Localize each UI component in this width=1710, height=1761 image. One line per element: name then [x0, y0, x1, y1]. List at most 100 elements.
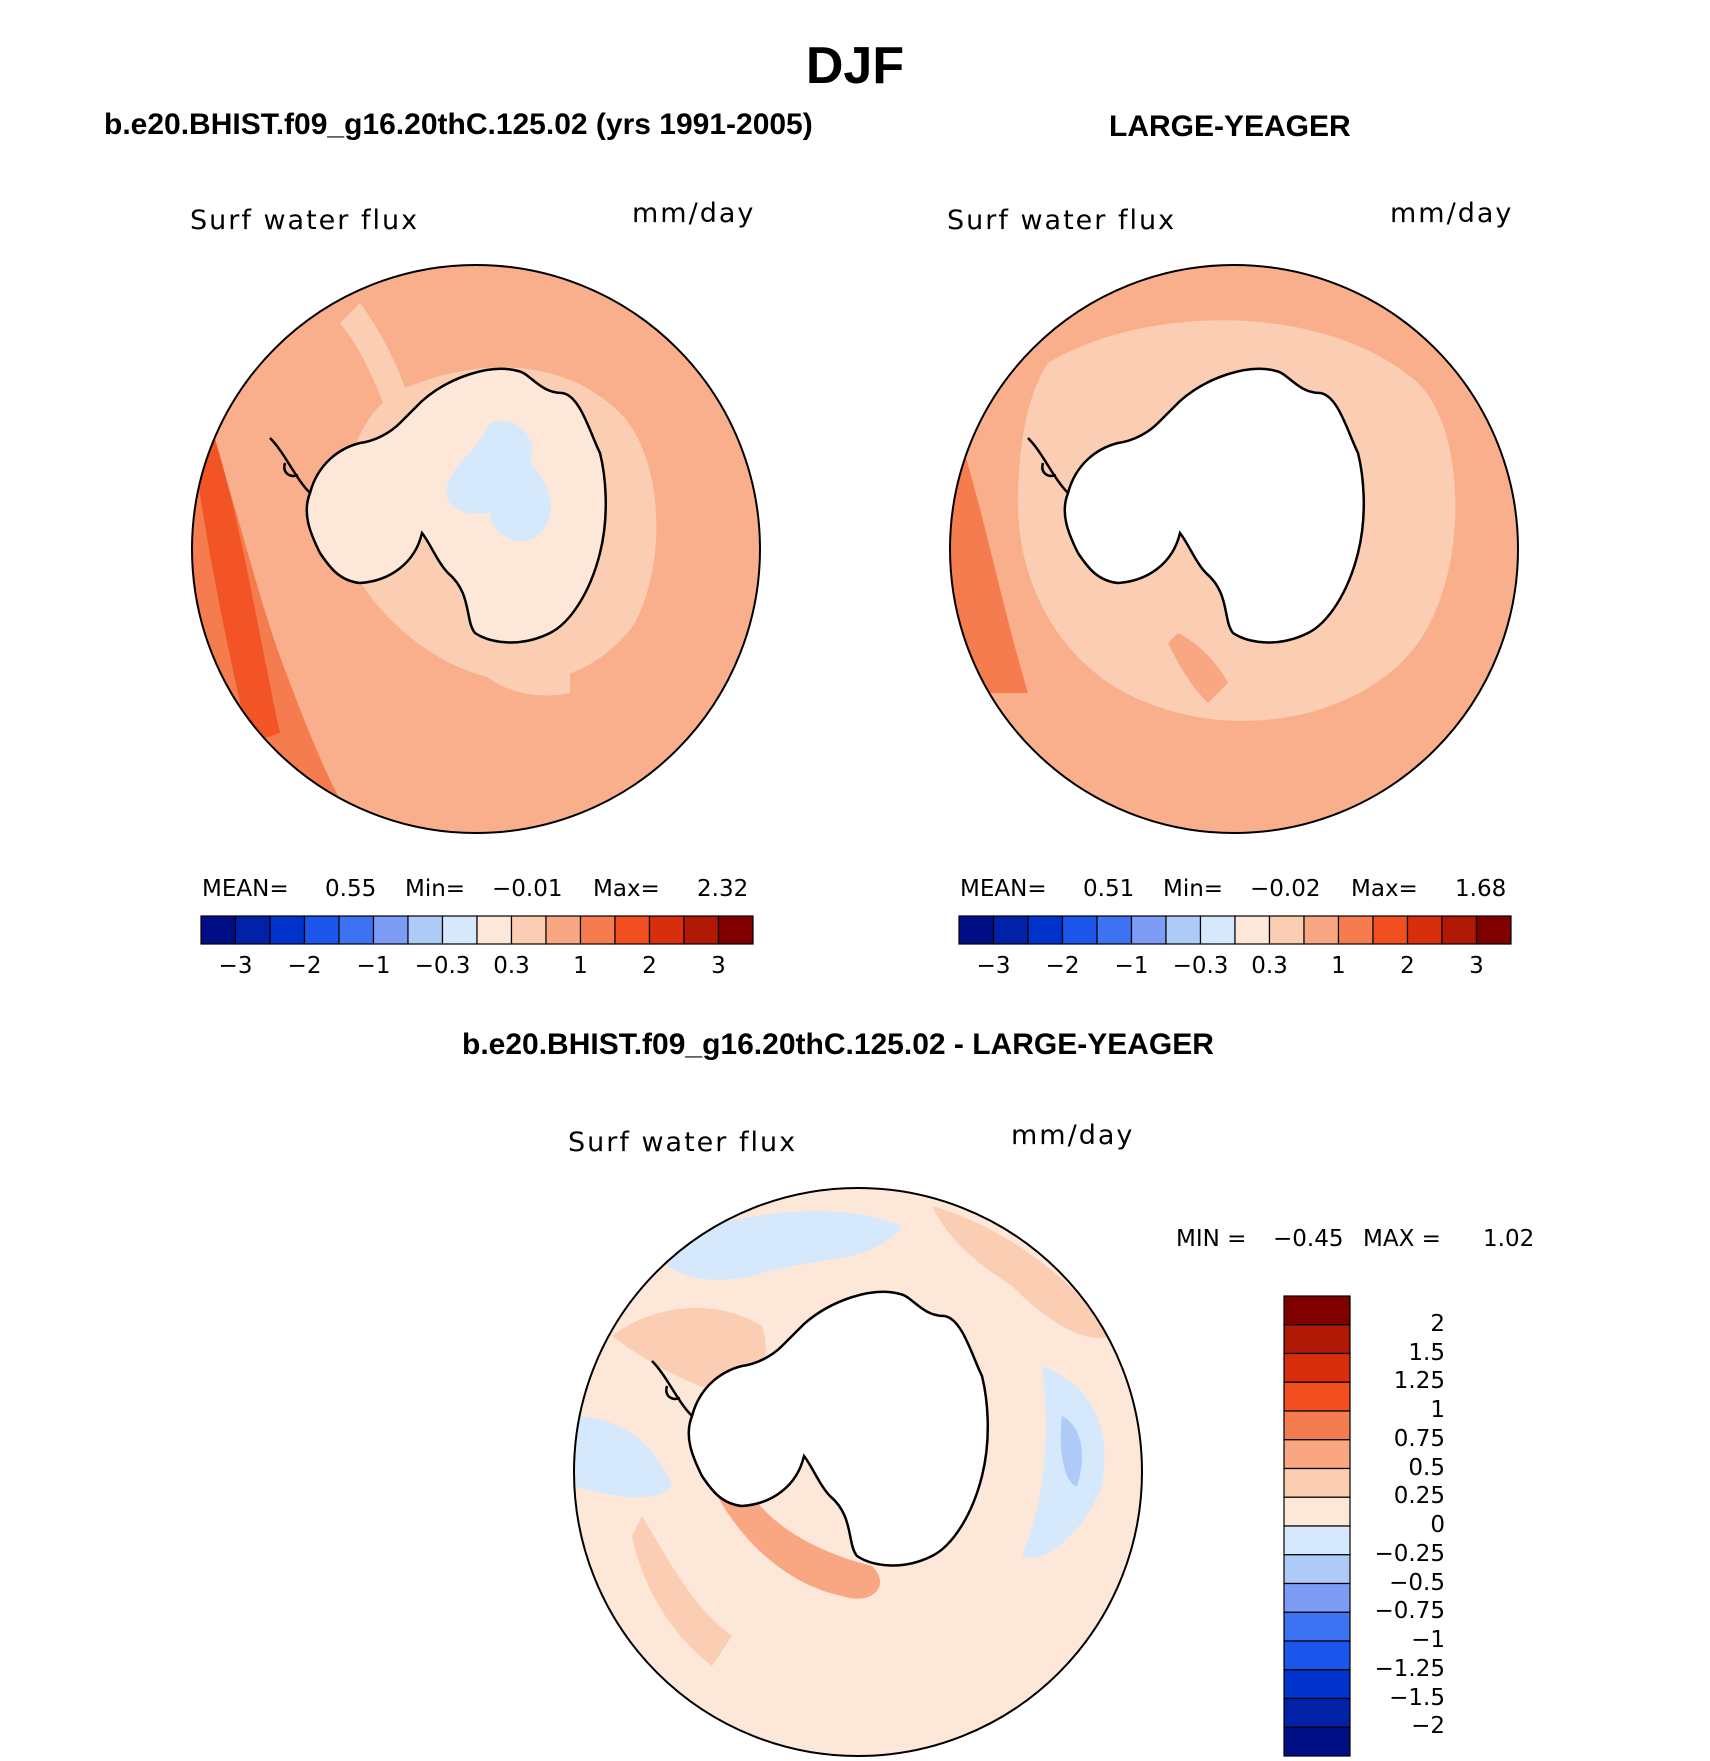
panel1-map [191, 264, 761, 834]
diff-peninsula [651, 1360, 693, 1417]
diff-east-strong-negative [1060, 1416, 1082, 1486]
panel1-colorbar-box [407, 915, 444, 945]
panel2-colorbar-box [1441, 915, 1478, 945]
panel2-antarctica [1063, 367, 1365, 644]
panel2-colorbar-box [992, 915, 1029, 945]
diff-colorbar-tick-label: 1.5 [1408, 1339, 1445, 1366]
panel1-colorbar-ticks: −3 −2 −1 −0.3 0.3 1 2 3 [201, 953, 753, 983]
panel2-colorbar-box [1337, 915, 1374, 945]
diff-colorbar-tick-label: −0.5 [1389, 1569, 1445, 1596]
diff-colorbar-box [1283, 1410, 1351, 1441]
panel1-colorbar-box [579, 915, 616, 945]
panel1-colorbar [200, 915, 754, 945]
panel1-colorbar-box [441, 915, 478, 945]
panel2-max-value: 1.68 [1455, 876, 1507, 902]
case-title: b.e20.BHIST.f09_g16.20thC.125.02 (yrs 19… [104, 108, 813, 141]
panel2-colorbar-box [1130, 915, 1167, 945]
diff-colorbar-box [1283, 1324, 1351, 1355]
panel1-colorbar-box [269, 915, 306, 945]
panel2-map [949, 264, 1519, 834]
panel2-southern-tongue [1168, 633, 1228, 703]
panel2-colorbar-tick-label: −3 [976, 953, 1011, 979]
diff-max-label: MAX = [1363, 1226, 1441, 1252]
diff-colorbar-tick-label: −1.25 [1374, 1655, 1445, 1682]
panel1-colorbar-box [545, 915, 582, 945]
panel1-western-maximum [195, 423, 280, 743]
panel2-colorbar-box [1096, 915, 1133, 945]
diff-colorbar-tick-label: 0 [1430, 1512, 1445, 1538]
diff-colorbar-box [1283, 1554, 1351, 1585]
panel2-colorbar-tick-label: 3 [1469, 953, 1484, 979]
panel2-colorbar-box [958, 915, 995, 945]
diff-colorbar-tick-label: −1.5 [1389, 1684, 1445, 1711]
panel1-outline [191, 264, 761, 834]
diff-variable-label: Surf water flux [568, 1127, 798, 1158]
panel2-max-label: Max= [1351, 876, 1418, 902]
diff-map [573, 1187, 1143, 1757]
diff-colorbar-tick-label: −0.25 [1374, 1540, 1445, 1567]
panel2-colorbar-tick-label: 1 [1331, 953, 1346, 979]
panel1-max-value: 2.32 [697, 876, 749, 902]
diff-colorbar [1283, 1295, 1351, 1757]
panel2-colorbar-box [1406, 915, 1443, 945]
panel1-colorbar-box [614, 915, 651, 945]
diff-outline [573, 1187, 1143, 1757]
diff-colorbar-box [1283, 1439, 1351, 1470]
panel1-variable-label: Surf water flux [190, 205, 420, 236]
diff-colorbar-box [1283, 1640, 1351, 1671]
panel2-colorbar-tick-label: −2 [1045, 953, 1080, 979]
panel2-colorbar-box [1061, 915, 1098, 945]
diff-colorbar-box [1283, 1726, 1351, 1757]
diff-colorbar-tick-label: 0.25 [1393, 1483, 1445, 1510]
panel1-colorbar-tick-label: 0.3 [493, 953, 530, 979]
panel2-outline [949, 264, 1519, 834]
panel1-colorbar-tick-label: 3 [711, 953, 726, 979]
diff-max-value: 1.02 [1483, 1226, 1535, 1252]
diff-colorbar-tick-label: 1 [1430, 1397, 1445, 1423]
panel1-colorbar-tick-label: 2 [642, 953, 657, 979]
diff-colorbar-tick-label: 0.5 [1408, 1454, 1445, 1481]
diff-colorbar-box [1283, 1669, 1351, 1700]
panel1-colorbar-box [683, 915, 720, 945]
diff-min-value: −0.45 [1273, 1226, 1344, 1252]
figure-title: DJF [805, 37, 905, 95]
obs-title: LARGE-YEAGER [1109, 110, 1351, 143]
diff-coastal-positive [712, 1486, 881, 1599]
diff-colorbar-box [1283, 1697, 1351, 1728]
panel2-colorbar-box [1199, 915, 1236, 945]
panel1-peninsula [269, 437, 311, 494]
panel1-mean-label: MEAN= [202, 876, 289, 902]
panel1-colorbar-box [510, 915, 547, 945]
panel1-colorbar-box [338, 915, 375, 945]
panel2-peninsula [1027, 437, 1069, 494]
panel2-colorbar-box [1234, 915, 1271, 945]
panel2-min-value: −0.02 [1250, 876, 1321, 902]
panel2-colorbar-box [1303, 915, 1340, 945]
diff-antarctica [687, 1290, 989, 1567]
diff-colorbar-box [1283, 1496, 1351, 1527]
diff-colorbar-tick-label: −2 [1411, 1713, 1445, 1740]
panel1-colorbar-tick-label: −0.3 [414, 953, 471, 979]
panel1-colorbar-box [303, 915, 340, 945]
diff-northeast-positive [932, 1206, 1112, 1338]
panel2-min-label: Min= [1163, 876, 1224, 902]
panel1-colorbar-box [476, 915, 513, 945]
panel2-colorbar [958, 915, 1512, 945]
panel1-colorbar-tick-label: −3 [218, 953, 253, 979]
panel1-units-label: mm/day [632, 198, 756, 229]
panel1-colorbar-box [717, 915, 754, 945]
panel2-colorbar-box [1268, 915, 1305, 945]
diff-colorbar-box [1283, 1381, 1351, 1412]
panel1-min-value: −0.01 [492, 876, 563, 902]
panel2-colorbar-ticks: −3 −2 −1 −0.3 0.3 1 2 3 [959, 953, 1511, 983]
diff-colorbar-tick-label: 1.25 [1393, 1368, 1445, 1395]
panel2-colorbar-box [1475, 915, 1512, 945]
diff-colorbar-ticks: 2 1.5 1.25 1 0.75 0.5 0.25 0 −0.25 −0.5 −0.75 −1 −1.… [1325, 1296, 1445, 1756]
diff-colorbar-box [1283, 1525, 1351, 1556]
panel2-colorbar-tick-label: 0.3 [1251, 953, 1288, 979]
diff-colorbar-box [1283, 1582, 1351, 1613]
panel2-colorbar-box [1027, 915, 1064, 945]
panel1-interior-blob [446, 421, 551, 542]
diff-southwest-positive [632, 1516, 732, 1666]
panel2-colorbar-tick-label: −1 [1114, 953, 1149, 979]
